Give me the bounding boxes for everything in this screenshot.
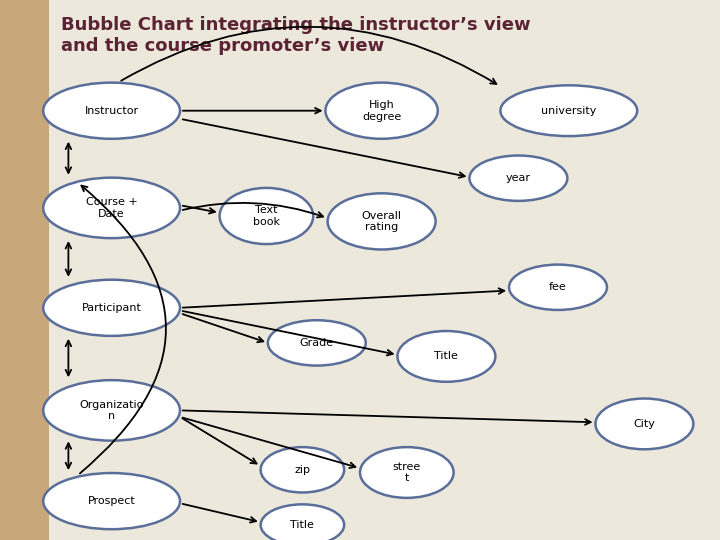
- Text: Grade: Grade: [300, 338, 334, 348]
- FancyBboxPatch shape: [0, 0, 49, 540]
- Text: Participant: Participant: [81, 303, 142, 313]
- Ellipse shape: [43, 83, 180, 139]
- Text: year: year: [506, 173, 531, 183]
- Ellipse shape: [43, 178, 180, 238]
- Ellipse shape: [328, 193, 436, 249]
- Ellipse shape: [220, 188, 313, 244]
- Ellipse shape: [43, 380, 180, 441]
- Text: Instructor: Instructor: [84, 106, 139, 116]
- Text: High
degree: High degree: [362, 100, 401, 122]
- Text: Prospect: Prospect: [88, 496, 135, 506]
- Ellipse shape: [500, 85, 637, 136]
- Text: City: City: [634, 419, 655, 429]
- Text: Title: Title: [290, 520, 315, 530]
- Text: Organizatio
n: Organizatio n: [79, 400, 144, 421]
- Text: Overall
rating: Overall rating: [361, 211, 402, 232]
- Text: stree
t: stree t: [392, 462, 421, 483]
- Ellipse shape: [268, 320, 366, 366]
- Text: Bubble Chart integrating the instructor’s view
and the course promoter’s view: Bubble Chart integrating the instructor’…: [61, 16, 531, 55]
- Ellipse shape: [325, 83, 438, 139]
- Text: university: university: [541, 106, 596, 116]
- Ellipse shape: [43, 280, 180, 336]
- Text: Title: Title: [434, 352, 459, 361]
- Ellipse shape: [261, 447, 344, 492]
- Ellipse shape: [509, 265, 607, 310]
- Text: zip: zip: [294, 465, 310, 475]
- Ellipse shape: [43, 473, 180, 529]
- Ellipse shape: [261, 504, 344, 540]
- Ellipse shape: [397, 331, 495, 382]
- Ellipse shape: [595, 399, 693, 449]
- Text: fee: fee: [549, 282, 567, 292]
- Text: Course +
Date: Course + Date: [86, 197, 138, 219]
- Text: Text
book: Text book: [253, 205, 280, 227]
- Ellipse shape: [360, 447, 454, 498]
- Ellipse shape: [469, 156, 567, 201]
